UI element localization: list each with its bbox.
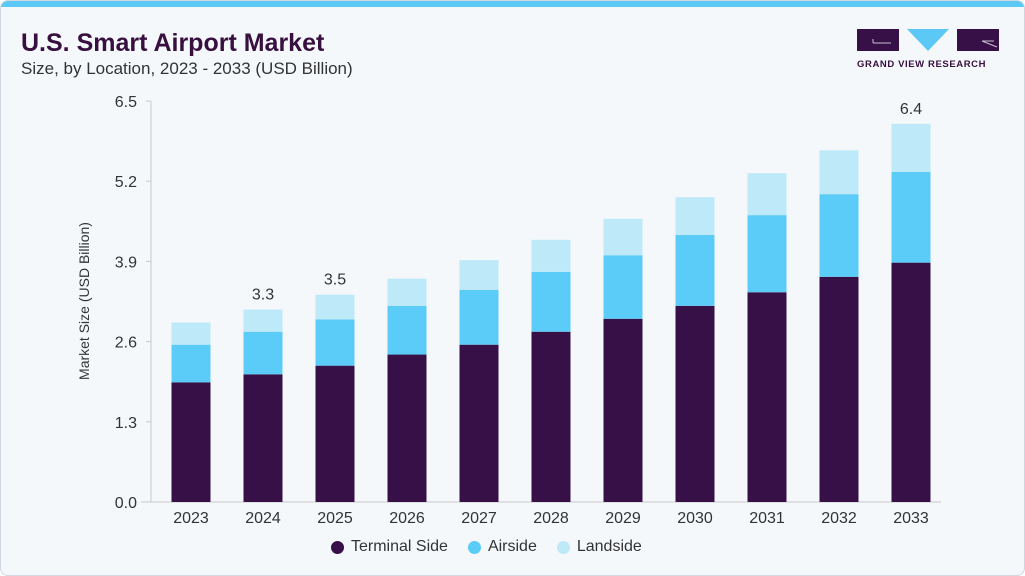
legend-item-landside[interactable]: Landside xyxy=(556,538,642,556)
chart-subtitle: Size, by Location, 2023 - 2033 (USD Bill… xyxy=(21,59,353,78)
bar-segment-terminal-side xyxy=(891,262,931,502)
x-tick-label: 2032 xyxy=(821,510,857,527)
bar-segment-airside xyxy=(675,234,715,306)
bar-segment-airside xyxy=(459,289,499,345)
x-tick-label: 2026 xyxy=(389,510,425,527)
bar-segment-landside xyxy=(675,197,715,235)
bar-segment-airside xyxy=(891,171,931,263)
bar-segment-airside xyxy=(531,271,571,332)
bar-segment-landside xyxy=(747,173,787,216)
data-label: 3.3 xyxy=(252,287,274,304)
legend-item-terminal-side[interactable]: Terminal Side xyxy=(331,538,448,556)
bar-segment-terminal-side xyxy=(243,374,283,502)
legend-label: Landside xyxy=(576,538,642,555)
bar-segment-landside xyxy=(315,294,355,320)
y-tick-label: 2.6 xyxy=(115,335,137,352)
y-tick-label: 5.2 xyxy=(115,174,137,191)
x-tick-label: 2025 xyxy=(317,510,353,527)
x-tick-label: 2033 xyxy=(893,510,929,527)
bar-segment-landside xyxy=(243,309,283,332)
x-tick-label: 2030 xyxy=(677,510,713,527)
bar-segment-landside xyxy=(603,218,643,256)
x-tick-label: 2031 xyxy=(749,510,785,527)
bar-segment-landside xyxy=(531,239,571,272)
bar-segment-airside xyxy=(819,194,859,277)
x-tick-label: 2027 xyxy=(461,510,497,527)
bar-segment-airside xyxy=(315,319,355,366)
logo-text: GRAND VIEW RESEARCH xyxy=(857,59,987,70)
bar-segment-airside xyxy=(387,305,427,355)
bar-segment-terminal-side xyxy=(171,382,211,502)
x-tick-label: 2028 xyxy=(533,510,569,527)
y-tick-label: 0.0 xyxy=(115,495,137,512)
top-accent-stripe xyxy=(1,1,1024,7)
bar-segment-landside xyxy=(819,150,859,195)
bar-segment-landside xyxy=(459,260,499,290)
y-tick-label: 3.9 xyxy=(115,254,137,271)
bar-segment-airside xyxy=(243,331,283,375)
chart-title: U.S. Smart Airport Market xyxy=(21,29,325,57)
legend-item-airside[interactable]: Airside xyxy=(467,538,537,556)
data-label: 6.4 xyxy=(900,101,922,118)
bar-segment-terminal-side xyxy=(819,276,859,502)
legend-dot-icon xyxy=(556,540,570,554)
bar-segment-terminal-side xyxy=(675,305,715,502)
bar-segment-airside xyxy=(603,255,643,319)
bar-segment-terminal-side xyxy=(315,365,355,502)
bar-segment-terminal-side xyxy=(747,292,787,502)
legend-dot-icon xyxy=(467,540,481,554)
bar-segment-landside xyxy=(171,322,211,345)
x-tick-label: 2023 xyxy=(173,510,209,527)
bar-segment-airside xyxy=(747,215,787,293)
legend-label: Terminal Side xyxy=(351,538,448,555)
bar-segment-landside xyxy=(891,123,931,172)
data-label: 3.5 xyxy=(324,272,346,289)
grand-view-research-logo xyxy=(857,29,999,51)
legend: Terminal Side Airside Landside xyxy=(331,538,642,556)
bar-segment-terminal-side xyxy=(531,331,571,502)
y-tick-label: 1.3 xyxy=(115,415,137,432)
x-tick-label: 2024 xyxy=(245,510,281,527)
legend-label: Airside xyxy=(487,538,537,555)
y-axis-title: Market Size (USD Billion) xyxy=(76,222,92,380)
legend-dot-icon xyxy=(331,540,344,554)
y-tick-label: 6.5 xyxy=(115,94,137,111)
bar-segment-terminal-side xyxy=(387,354,427,502)
bar-segment-terminal-side xyxy=(459,344,499,502)
bar-segment-landside xyxy=(387,278,427,306)
bar-segment-airside xyxy=(171,344,211,383)
bar-segment-terminal-side xyxy=(603,318,643,502)
x-tick-label: 2029 xyxy=(605,510,641,527)
